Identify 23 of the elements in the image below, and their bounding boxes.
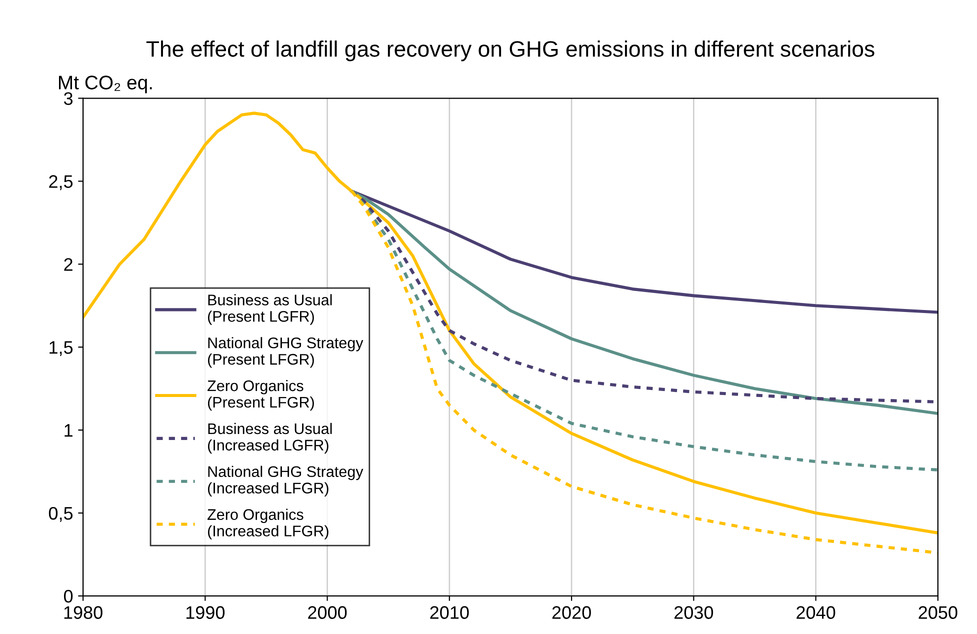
x-tick-label: 1980 xyxy=(64,606,102,619)
x-tick-label: 2010 xyxy=(430,606,469,619)
legend-label: Zero Organics (Present LFGR) xyxy=(208,380,314,411)
y-tick-label: 3 xyxy=(64,92,73,105)
y-tick-label: 0 xyxy=(64,590,73,603)
y-tick-label: 2 xyxy=(64,258,72,271)
x-tick-label: 2040 xyxy=(796,606,836,619)
y-tick-label: 0,5 xyxy=(48,506,73,522)
legend-label: Zero Organics (Increased LFGR) xyxy=(208,508,328,540)
chart-title: The effect of landfill gas recovery on GHG emissions in different scenarios xyxy=(146,40,874,62)
x-tick-label: 1990 xyxy=(186,606,225,619)
x-tick-label: 2030 xyxy=(674,606,714,619)
x-tick-label: 2050 xyxy=(918,606,958,619)
legend-label: National GHG Strategy (Increased LFGR) xyxy=(208,466,364,497)
x-tick-label: 2020 xyxy=(552,606,591,619)
x-tick-label: 2000 xyxy=(308,606,347,619)
y-axis-title: Mt CO₂ eq. xyxy=(58,76,152,94)
legend-label: Business as Usual (Increased LGFR) xyxy=(208,422,332,454)
legend-label: Business as Usual (Present LGFR) xyxy=(208,294,332,325)
y-tick-label: 1 xyxy=(64,424,72,437)
y-tick-label: 1,5 xyxy=(50,341,73,356)
y-tick-label: 2,5 xyxy=(49,175,73,190)
legend-label: National GHG Strategy (Present LFGR) xyxy=(208,337,364,368)
